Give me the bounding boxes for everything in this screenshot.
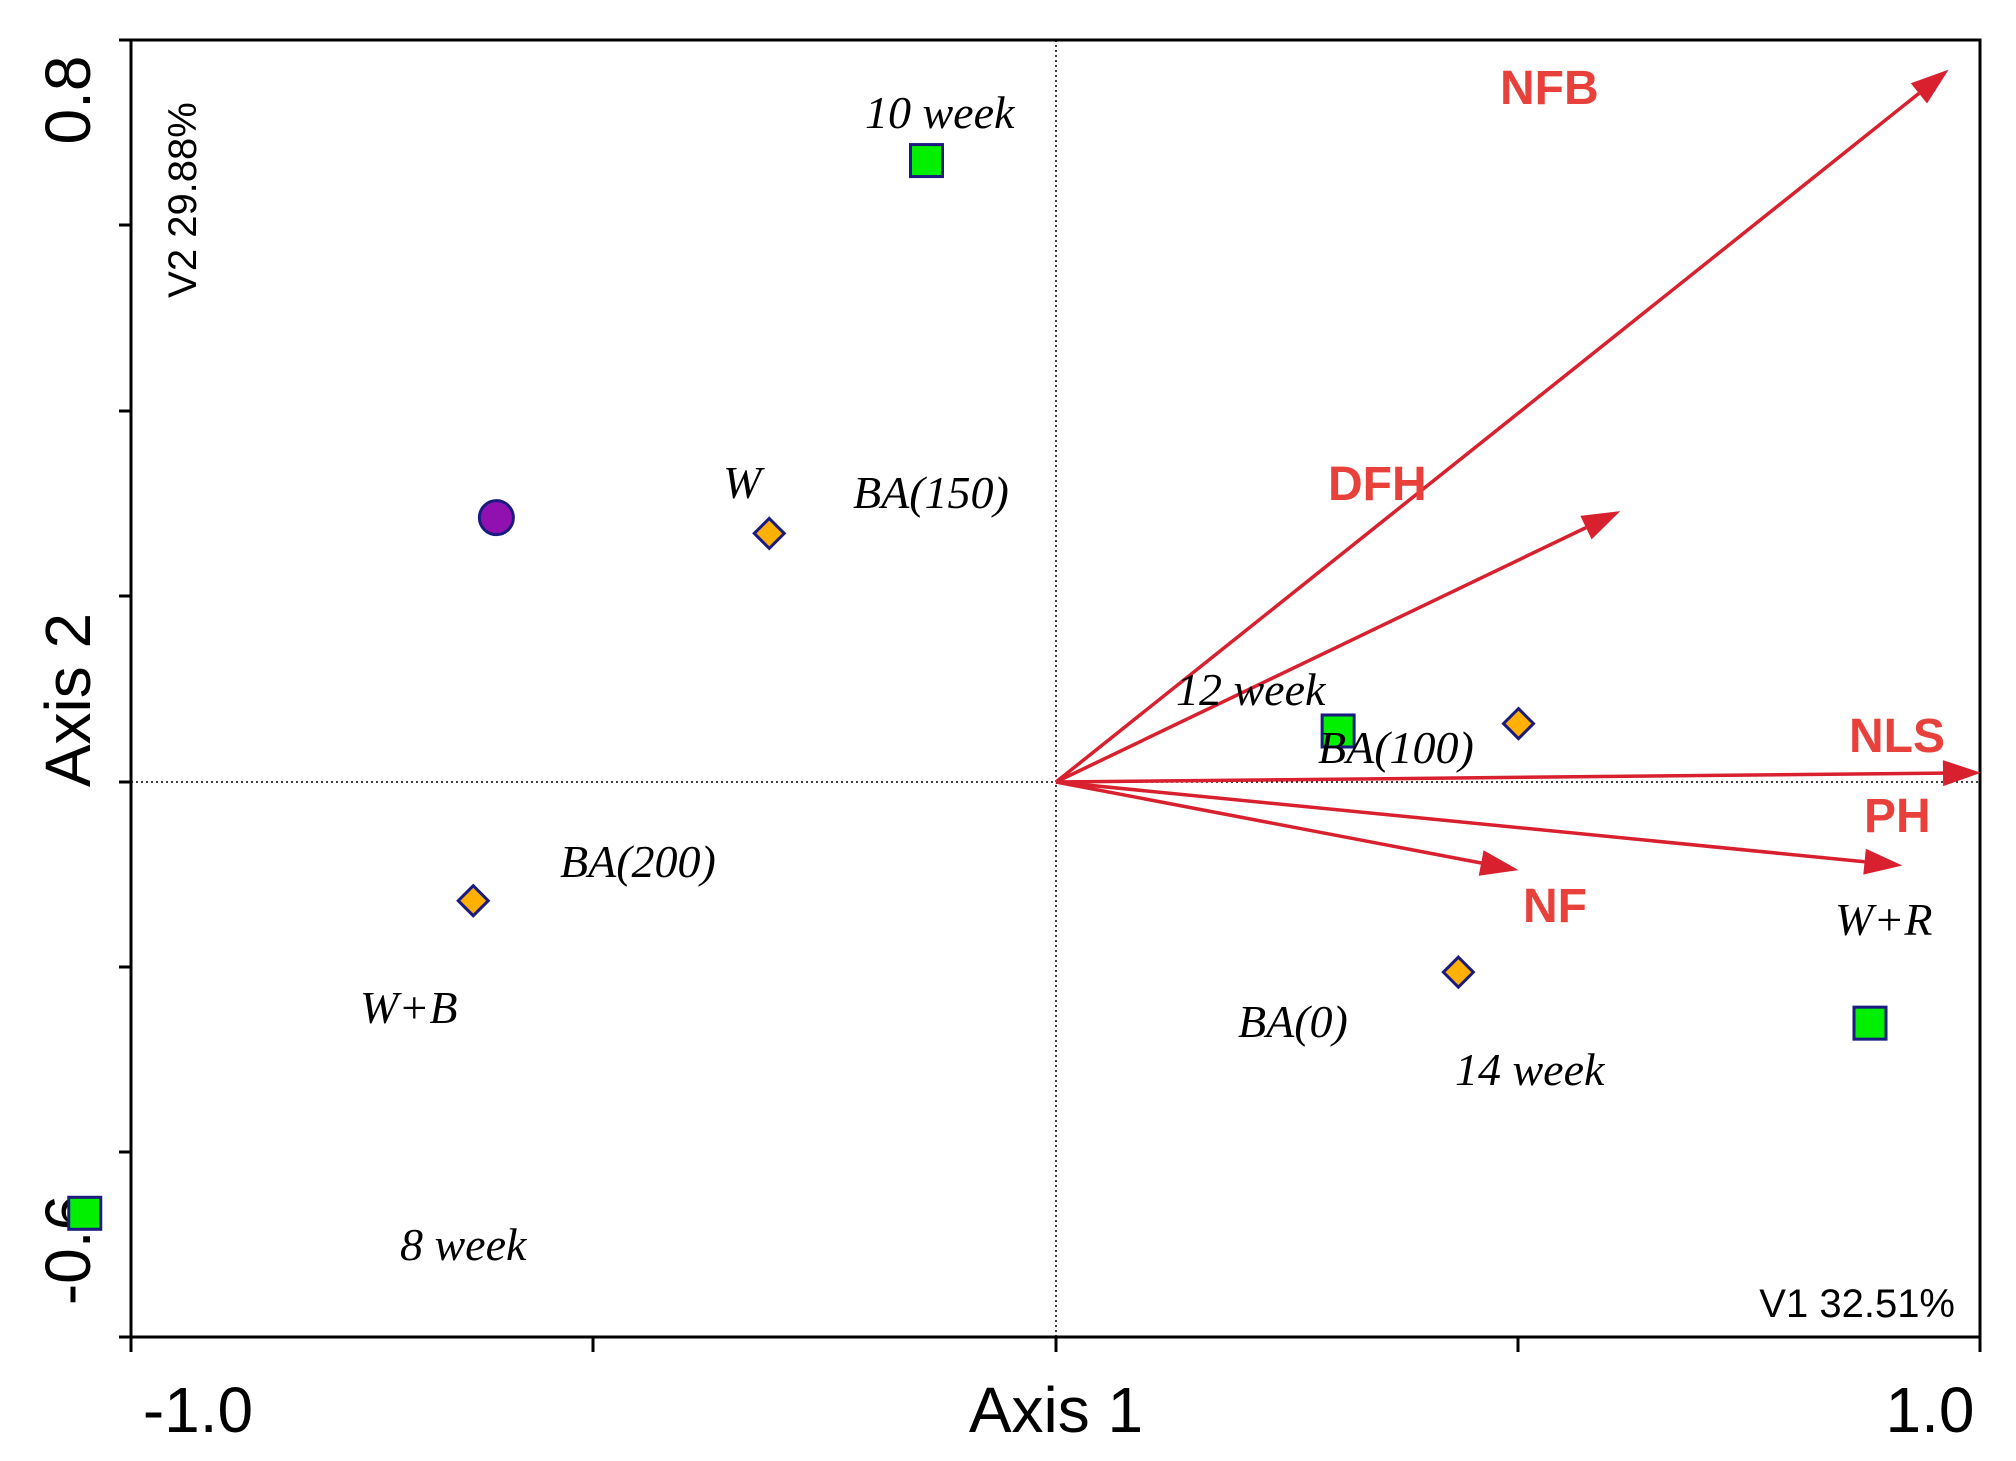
point-label-ba-0: BA(0) (1238, 996, 1348, 1047)
vector-nfb-arrowhead (1910, 69, 1949, 104)
vector-dfh-arrowhead (1580, 511, 1621, 540)
vector-label-nf: NF (1523, 880, 1587, 933)
vector-nls-arrowhead (1942, 760, 1981, 787)
x-axis-ticks (129, 1337, 1982, 1352)
vector-nls-line (1055, 771, 1944, 784)
point-square-10-week (909, 143, 944, 179)
y-variance-label: V2 29.88% (161, 102, 205, 298)
point-diamond-ba-0 (1441, 955, 1476, 990)
point-label-ba-100: BA(100) (1318, 722, 1474, 773)
point-square-12-week (1320, 713, 1356, 749)
point-label-w: W (723, 457, 765, 508)
point-label-w-r: W+R (1835, 894, 1932, 945)
vector-label-dfh: DFH (1328, 458, 1427, 511)
points-layer (67, 143, 1888, 1231)
x-axis-title: Axis 1 (969, 1374, 1143, 1446)
vector-label-nfb: NFB (1500, 62, 1599, 115)
y-tick-label-max: 0.8 (32, 56, 104, 145)
point-label-ba-200: BA(200) (560, 836, 716, 887)
vector-nfb-line (1054, 92, 1921, 784)
point-label-ba-150: BA(150) (853, 467, 1009, 518)
x-tick-label-min: -1.0 (143, 1374, 253, 1446)
vector-nf-arrowhead (1478, 850, 1519, 876)
x-tick-label-max: 1.0 (1886, 1374, 1975, 1446)
point-labels: 10 week 12 week 14 week 8 week W W+B W+R… (360, 87, 1932, 1270)
y-axis-title: Axis 2 (32, 613, 104, 787)
point-label-10-week: 10 week (865, 87, 1016, 138)
point-label-8-week: 8 week (400, 1219, 528, 1270)
point-square-14-week (1852, 1005, 1888, 1041)
vector-label-nls: NLS (1849, 710, 1945, 763)
vector-labels: NFB DFH NLS PH NF (1328, 62, 1945, 933)
x-variance-label: V1 32.51% (1759, 1282, 1955, 1326)
point-diamond-ba-100 (1501, 706, 1536, 741)
point-diamond-ba-200 (456, 883, 491, 918)
vectors-layer (1054, 69, 1981, 876)
vector-nf-line (1055, 780, 1482, 865)
point-label-w-b: W+B (360, 982, 457, 1033)
vector-label-ph: PH (1864, 790, 1931, 843)
point-circle-w (477, 499, 515, 537)
plot-frame (129, 38, 1982, 1339)
point-diamond-ba-150 (752, 516, 787, 551)
y-axis-ticks (119, 38, 131, 1339)
point-label-12-week: 12 week (1176, 664, 1327, 715)
vector-dfh-line (1055, 526, 1587, 784)
vector-ph-arrowhead (1863, 848, 1903, 875)
vector-ph-line (1055, 780, 1865, 864)
point-label-14-week: 14 week (1455, 1044, 1606, 1095)
point-square-8-week (67, 1195, 103, 1231)
